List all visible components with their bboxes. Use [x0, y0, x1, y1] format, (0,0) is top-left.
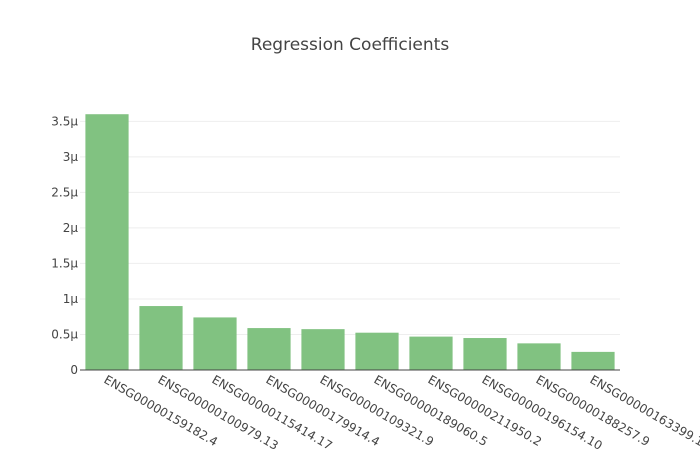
bar[interactable] [355, 332, 399, 370]
x-axis: ENSG00000159182.4ENSG00000100979.13ENSG0… [80, 369, 700, 450]
y-tick-label: 2.5μ [51, 185, 78, 199]
bar[interactable] [193, 317, 237, 370]
bar[interactable] [139, 306, 183, 370]
grid [80, 120, 620, 335]
bar[interactable] [571, 351, 615, 370]
bar[interactable] [301, 329, 345, 370]
y-tick-label: 3μ [63, 150, 79, 164]
y-tick-label: 2μ [63, 221, 79, 235]
y-axis: 0 0.5μ 1μ 1.5μ 2μ 2.5μ 3μ 3.5μ [51, 114, 78, 377]
bar[interactable] [517, 343, 561, 370]
bar[interactable] [85, 114, 129, 370]
y-tick-label: 0.5μ [51, 327, 78, 341]
y-tick-label: 1.5μ [51, 256, 78, 270]
y-tick-label: 3.5μ [51, 114, 78, 128]
chart-title: Regression Coefficients [251, 35, 450, 55]
bars [85, 114, 615, 370]
bar[interactable] [463, 338, 507, 370]
bar[interactable] [247, 328, 291, 370]
bar[interactable] [409, 336, 453, 370]
y-tick-label: 0 [70, 363, 78, 377]
y-tick-label: 1μ [63, 292, 79, 306]
